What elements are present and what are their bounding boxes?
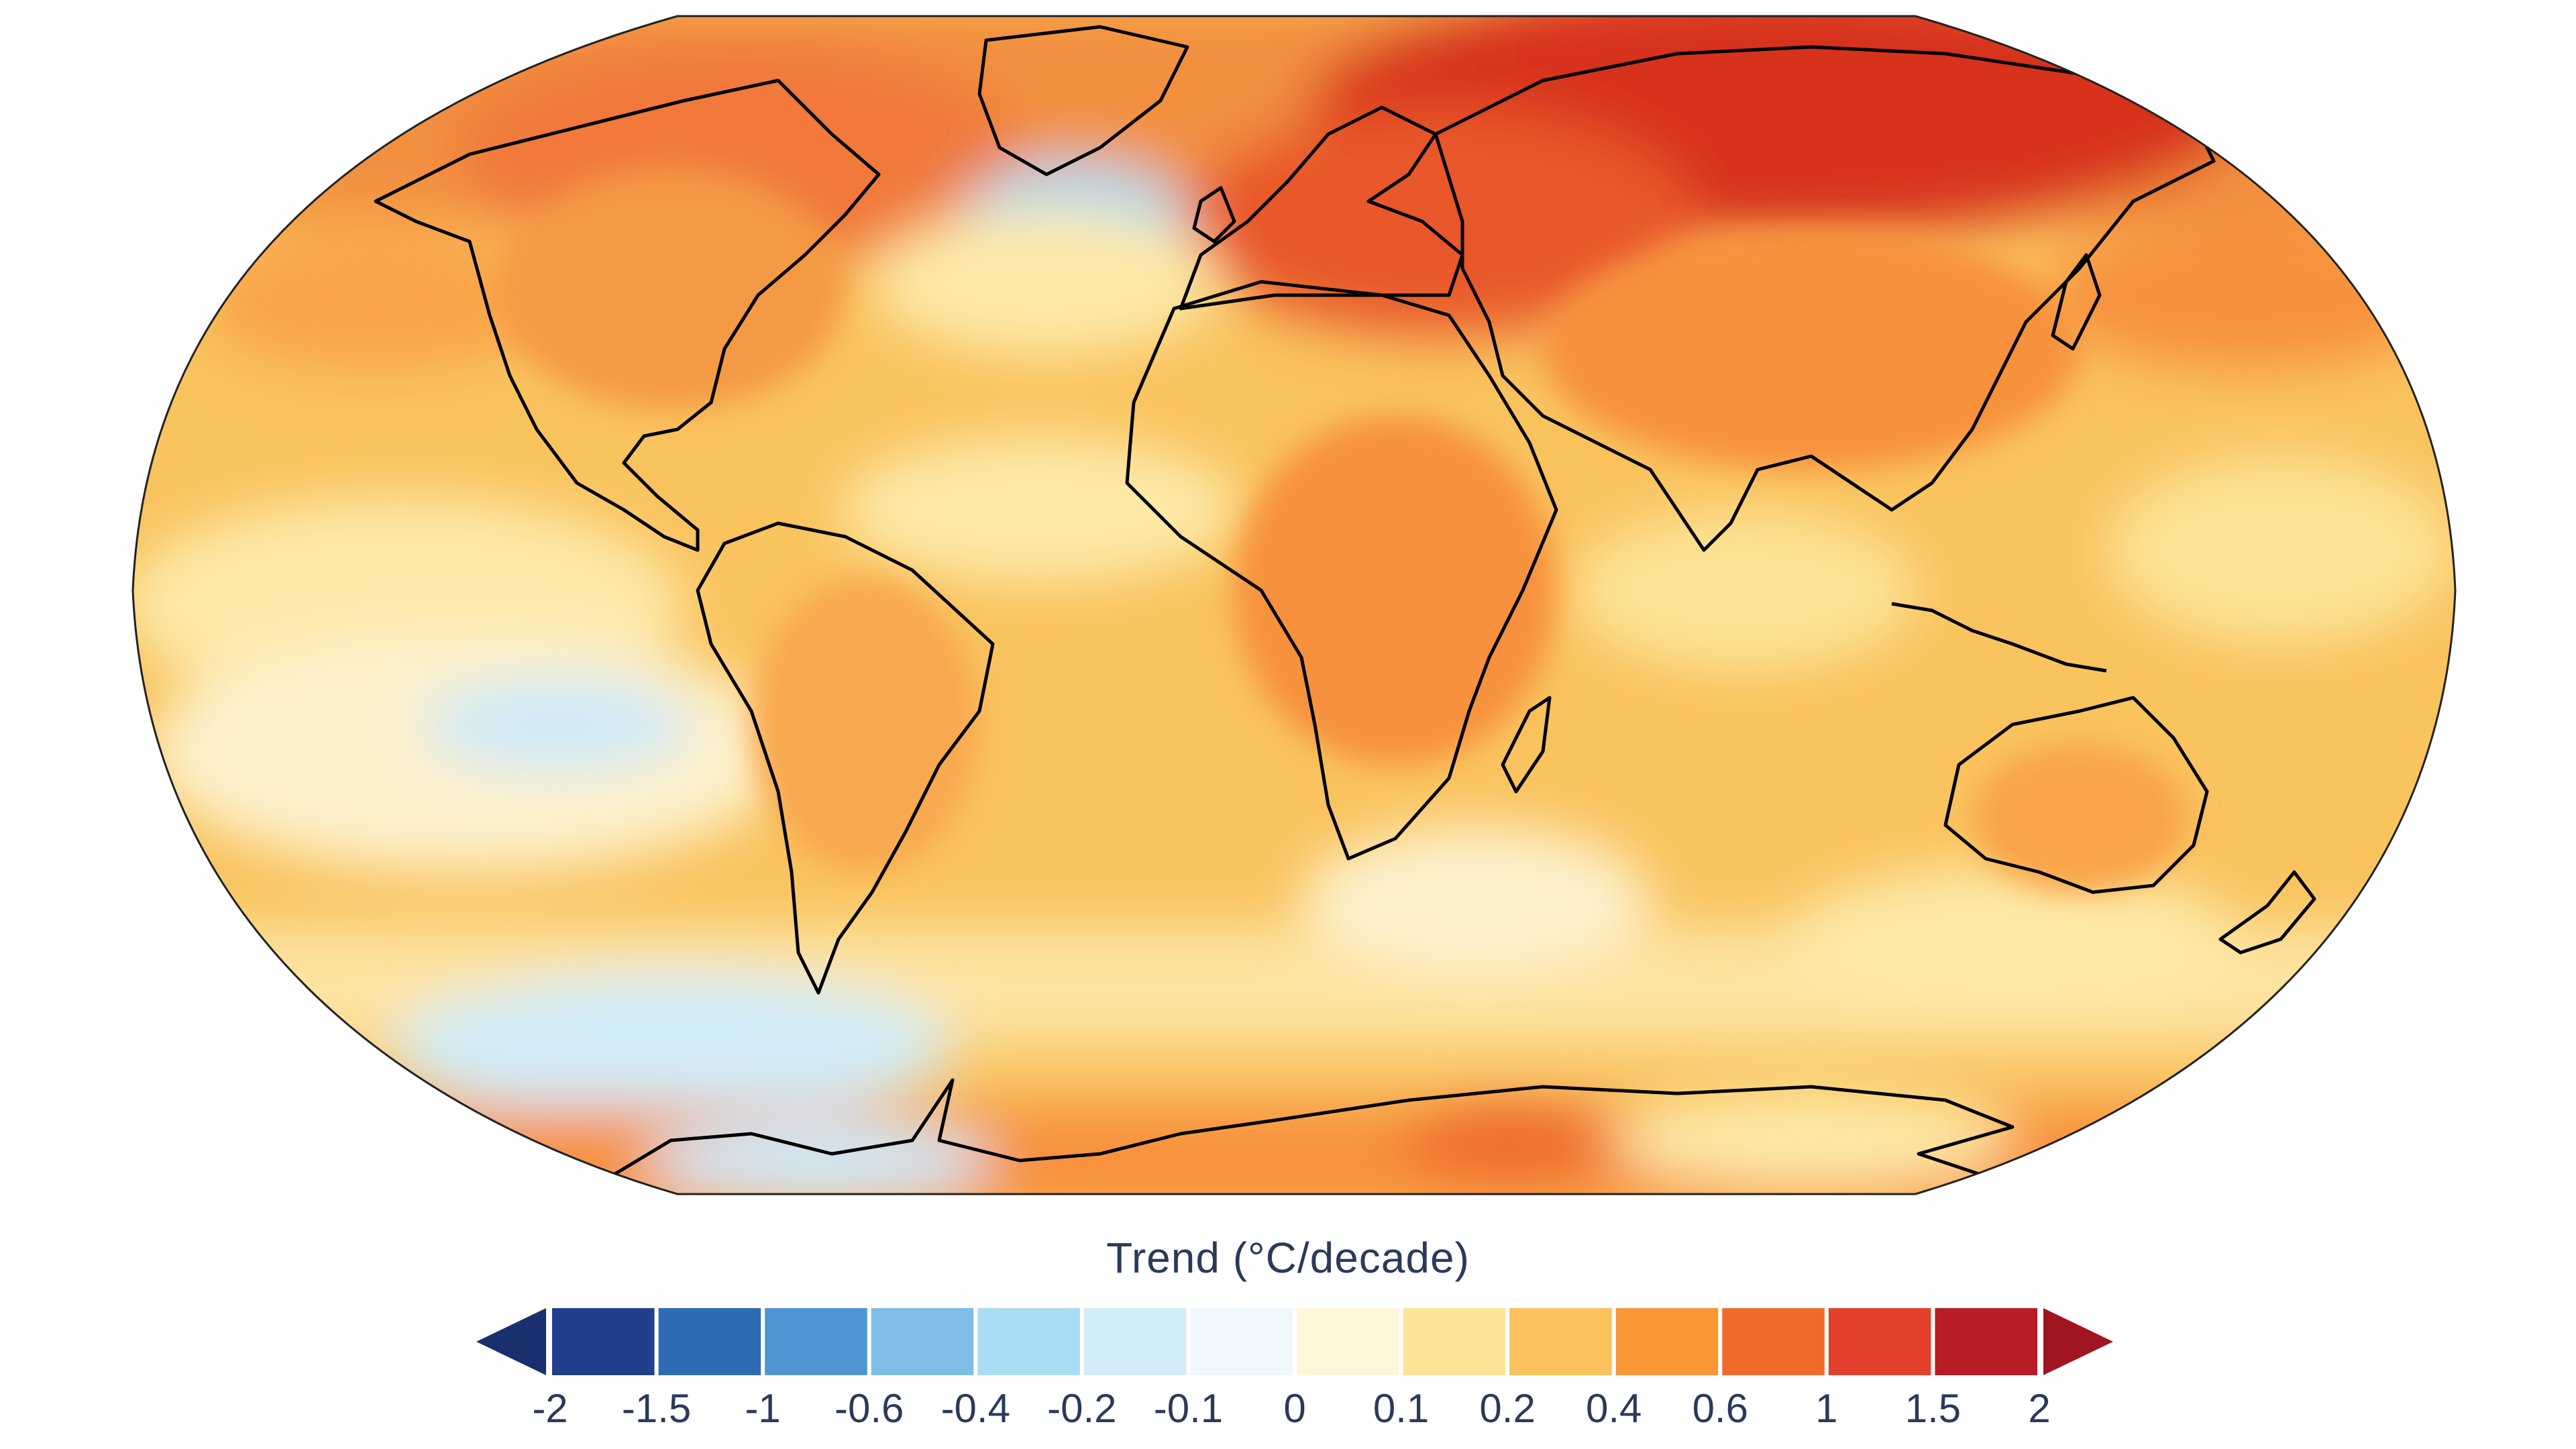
colorbar-tick-label: -0.1 [1154, 1386, 1223, 1431]
greenland-coastline [977, 25, 1189, 176]
antarctica-warm-band [133, 1107, 2455, 1194]
africa-land-tint [1234, 416, 1556, 765]
colorbar-title: Trend (°C/decade) [1106, 1234, 1470, 1282]
colorbar-box [1615, 1308, 1719, 1375]
asia-land-tint [1543, 228, 2080, 470]
australia-land-tint [1972, 745, 2187, 892]
new-zealand-coastline [2218, 870, 2316, 955]
colorbar-box [1828, 1308, 1931, 1375]
colorbar-tick-label: 0.2 [1479, 1386, 1535, 1431]
colorbar-box [1509, 1308, 1612, 1375]
madagascar-coastline [1501, 696, 1552, 794]
colorbar-over-arrow [2043, 1308, 2113, 1375]
colorbar-tick-label: -0.4 [941, 1386, 1010, 1431]
colorbar-tick-label: -2 [532, 1386, 568, 1431]
colorbar-tick-label: 0.4 [1586, 1386, 1642, 1431]
colorbar-tick-label: 1 [1815, 1386, 1837, 1431]
antarctica-coastline [602, 1078, 2047, 1194]
north-america-coastline [374, 78, 881, 552]
colorbar-tick-label: 0 [1283, 1386, 1305, 1431]
indian-ocean-pale [1570, 510, 1919, 671]
colorbar-tick-label: 0.6 [1693, 1386, 1748, 1431]
africa-coastline [1125, 280, 1558, 861]
colorbar-box [1190, 1308, 1293, 1375]
trend-field [133, 16, 2455, 1194]
colorbar-box [1935, 1308, 2037, 1375]
colorbar-box [1297, 1308, 1399, 1375]
world-map [131, 15, 2457, 1195]
colorbar: -2 -1.5 -1 -0.6 -0.4 -0.2 -0.1 0 0.1 0.2 0.4 0.6 1 1.… [476, 1308, 2113, 1431]
west-pacific-pale [2106, 456, 2455, 644]
colorbar-tick-labels: -2 -1.5 -1 -0.6 -0.4 -0.2 -0.1 0 0.1 0.2 0.4 0.6 1 1.… [532, 1386, 2050, 1431]
colorbar-box [977, 1308, 1080, 1375]
uk-coastline [1192, 186, 1236, 244]
indonesia-coastline [1891, 602, 2107, 673]
north-pacific-warm [201, 235, 550, 369]
colorbar-box [1403, 1308, 1506, 1375]
north-america-land-tint [496, 168, 845, 409]
map-frame [131, 15, 2457, 1195]
east-antarctica-warm [1402, 1100, 1617, 1181]
japan-coastline [2051, 253, 2102, 351]
southern-indian-pale [1784, 865, 2241, 1013]
colorbar-box [552, 1308, 655, 1375]
colorbar-tick-label: 1.5 [1905, 1386, 1961, 1431]
coastlines [374, 25, 2316, 1194]
colorbar-tick-label: -1 [745, 1386, 780, 1431]
southeast-pacific-cold [423, 678, 691, 771]
australia-coastline [1943, 696, 2209, 894]
south-america-coastline [696, 521, 995, 995]
colorbar-under-arrow [476, 1308, 546, 1375]
europe-coastline [1179, 105, 1464, 311]
colorbar-tick-label: -0.2 [1047, 1386, 1116, 1431]
weddell-pale [1301, 825, 1650, 973]
colorbar-tick-label: 0.1 [1373, 1386, 1429, 1431]
colorbar-tick-label: -1.5 [622, 1386, 691, 1431]
tropical-atlantic-pale [839, 436, 1241, 584]
colorbar-tick-label: -0.6 [835, 1386, 904, 1431]
colorbar-box [765, 1308, 867, 1375]
colorbar-tick-label: 2 [2028, 1386, 2050, 1431]
east-antarctica-pale [1610, 1093, 2012, 1187]
southern-pacific-cold [389, 973, 953, 1120]
north-pacific-east [2046, 221, 2449, 369]
colorbar-box [1722, 1308, 1825, 1375]
colorbar-box [658, 1308, 761, 1375]
europe-russia-warm [1187, 107, 1697, 335]
asia-coastline [1434, 45, 2216, 552]
colorbar-box [1083, 1308, 1187, 1375]
colorbar-box [871, 1308, 974, 1375]
colorbar-boxes [476, 1308, 2113, 1375]
north-atlantic-pale [872, 208, 1221, 356]
